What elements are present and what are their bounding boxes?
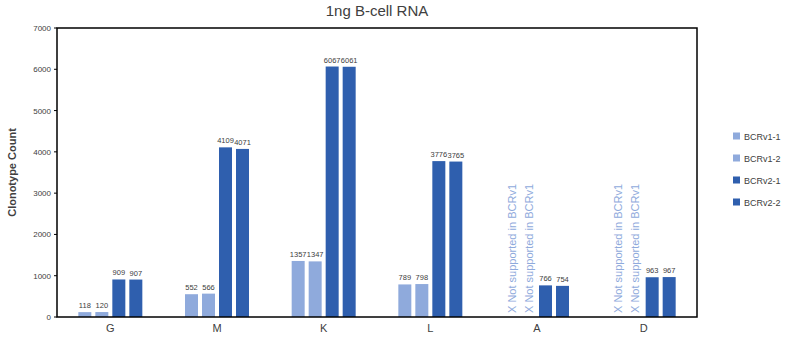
y-tick-label: 4000 — [33, 148, 51, 157]
legend-label: BCRv1-2 — [744, 154, 781, 164]
bar — [309, 261, 322, 317]
bar — [236, 149, 249, 317]
bar — [556, 286, 569, 317]
data-label: 754 — [556, 275, 569, 284]
bar — [398, 284, 411, 317]
bar — [219, 147, 232, 317]
data-label: 6067 — [324, 56, 341, 65]
data-label: 963 — [646, 266, 659, 275]
annotation: X Not supported in BCRv1 — [523, 184, 535, 313]
legend-swatch — [733, 133, 740, 140]
annotation: X Not supported in BCRv1 — [612, 184, 624, 313]
x-tick-label: M — [212, 322, 221, 334]
legend-label: BCRv2-1 — [744, 176, 781, 186]
data-label: 789 — [399, 273, 412, 282]
annotation: X Not supported in BCRv1 — [506, 184, 518, 313]
y-tick-label: 5000 — [33, 107, 51, 116]
data-label: 3776 — [430, 150, 447, 159]
data-label: 552 — [185, 283, 198, 292]
y-tick-label: 6000 — [33, 65, 51, 74]
data-label: 3765 — [447, 151, 464, 160]
annotation: X Not supported in BCRv1 — [629, 184, 641, 313]
title: 1ng B-cell RNA — [326, 2, 429, 19]
data-label: 967 — [663, 266, 676, 275]
bar — [663, 277, 676, 317]
x-tick-label: L — [427, 322, 433, 334]
bars — [78, 67, 675, 317]
bar — [432, 161, 445, 317]
bar — [129, 280, 142, 317]
legend-label: BCRv2-2 — [744, 198, 781, 208]
bar — [292, 261, 305, 317]
data-label: 6061 — [341, 56, 358, 65]
bar — [202, 294, 215, 317]
data-label: 907 — [130, 269, 143, 278]
y-tick-label: 7000 — [33, 24, 51, 33]
bar — [343, 67, 356, 317]
y-tick-label: 1000 — [33, 272, 51, 281]
bar — [415, 284, 428, 317]
legend-swatch — [733, 199, 740, 206]
chart: 1ng B-cell RNA Clonotype Count 0 1000 2000 30… — [0, 0, 800, 341]
legend-swatch — [733, 177, 740, 184]
bar — [326, 67, 339, 317]
data-label: 120 — [96, 301, 109, 310]
y-tick-label: 2000 — [33, 230, 51, 239]
y-tick-label: 3000 — [33, 189, 51, 198]
x-tick-label: G — [106, 322, 115, 334]
bar — [449, 162, 462, 317]
data-label: 1357 — [290, 250, 307, 259]
data-label: 766 — [539, 274, 552, 283]
plot-frame — [57, 28, 697, 317]
data-label: 566 — [202, 283, 215, 292]
y-axis-label: Clonotype Count — [6, 128, 18, 217]
legend: BCRv1-1 BCRv1-2 BCRv2-1 BCRv2-2 — [733, 132, 781, 208]
legend-swatch — [733, 155, 740, 162]
x-tick-label: D — [640, 322, 648, 334]
bar — [185, 294, 198, 317]
data-label: 909 — [113, 268, 126, 277]
data-label: 798 — [416, 273, 429, 282]
bar — [112, 279, 125, 317]
y-tick-label: 0 — [47, 313, 52, 322]
legend-label: BCRv1-1 — [744, 132, 781, 142]
bar — [646, 277, 659, 317]
data-label: 4071 — [234, 138, 251, 147]
bar — [539, 285, 552, 317]
x-tick-label: K — [320, 322, 328, 334]
data-label: 4109 — [217, 136, 234, 145]
data-label: 118 — [79, 301, 91, 310]
data-label: 1347 — [307, 250, 324, 259]
x-tick-label: A — [533, 322, 541, 334]
data-labels: 118 552 1357 789 120 566 1347 798 909 4109 6067 377… — [79, 56, 676, 311]
